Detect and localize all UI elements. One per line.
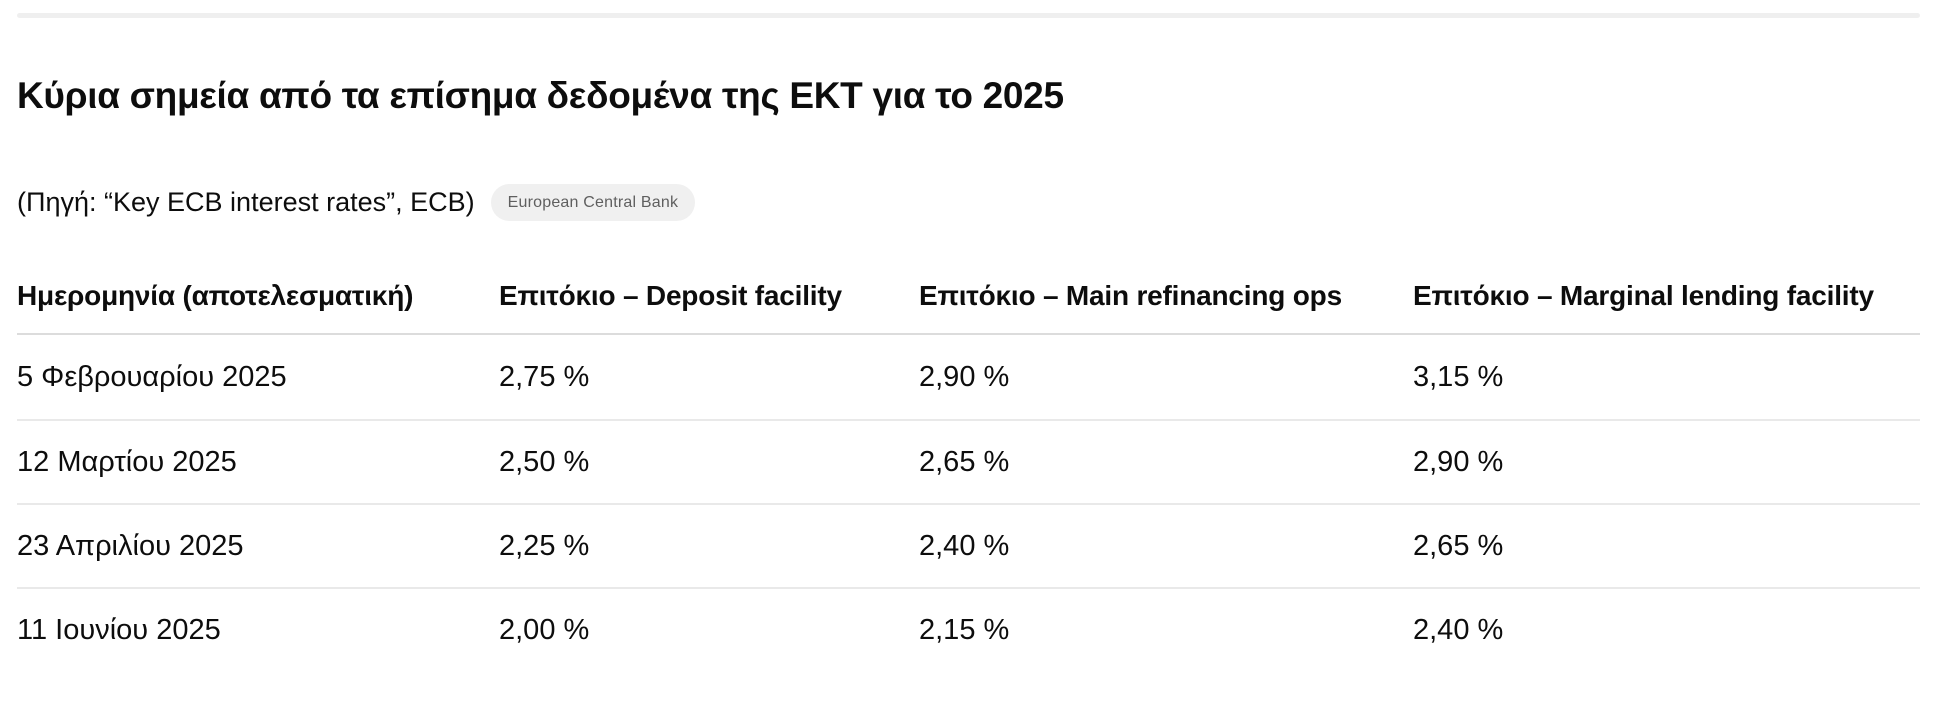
horizontal-rule (17, 13, 1920, 18)
marginal-rate-cell: 2,90 % (1413, 445, 1504, 478)
table-row: 5 Φεβρουαρίου 2025 2,75 % 2,90 % 3,15 % (17, 335, 1920, 419)
table-row: 23 Απριλίου 2025 2,25 % 2,40 % 2,65 % (17, 503, 1920, 587)
deposit-rate-cell: 2,00 % (499, 613, 590, 646)
date-cell: 23 Απριλίου 2025 (17, 529, 244, 562)
table-header-deposit-facility: Επιτόκιο – Deposit facility (499, 279, 842, 311)
marginal-rate-cell: 3,15 % (1413, 360, 1504, 393)
page-title: Κύρια σημεία από τα επίσημα δεδομένα της… (17, 75, 1064, 116)
date-cell: 11 Ιουνίου 2025 (17, 613, 221, 646)
interest-rates-table: Ημερομηνία (αποτελεσματική) Επιτόκιο – D… (17, 258, 1920, 671)
marginal-rate-cell: 2,65 % (1413, 529, 1504, 562)
marginal-rate-cell: 2,40 % (1413, 613, 1504, 646)
refinancing-rate-cell: 2,65 % (919, 445, 1010, 478)
table-header-date: Ημερομηνία (αποτελεσματική) (17, 279, 414, 311)
table-row: 11 Ιουνίου 2025 2,00 % 2,15 % 2,40 % (17, 587, 1920, 671)
table-header-main-refinancing: Επιτόκιο – Main refinancing ops (919, 279, 1342, 311)
source-line: (Πηγή: “Key ECB interest rates”, ECB) Eu… (17, 184, 696, 221)
refinancing-rate-cell: 2,40 % (919, 529, 1010, 562)
source-text: (Πηγή: “Key ECB interest rates”, ECB) (17, 187, 475, 217)
table-header-row: Ημερομηνία (αποτελεσματική) Επιτόκιο – D… (17, 258, 1920, 335)
source-citation-badge[interactable]: European Central Bank (490, 184, 696, 221)
deposit-rate-cell: 2,25 % (499, 529, 590, 562)
deposit-rate-cell: 2,50 % (499, 445, 590, 478)
date-cell: 12 Μαρτίου 2025 (17, 445, 237, 478)
deposit-rate-cell: 2,75 % (499, 360, 590, 393)
refinancing-rate-cell: 2,90 % (919, 360, 1010, 393)
table-row: 12 Μαρτίου 2025 2,50 % 2,65 % 2,90 % (17, 419, 1920, 503)
refinancing-rate-cell: 2,15 % (919, 613, 1010, 646)
date-cell: 5 Φεβρουαρίου 2025 (17, 360, 287, 393)
table-header-marginal-lending: Επιτόκιο – Marginal lending facility (1413, 279, 1874, 311)
